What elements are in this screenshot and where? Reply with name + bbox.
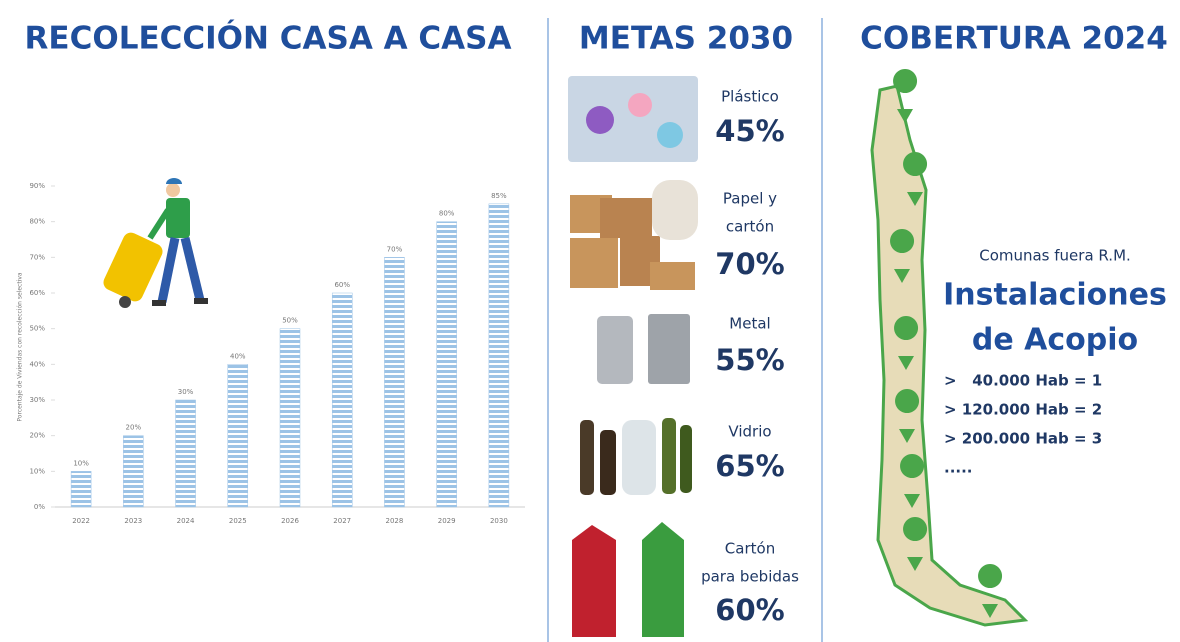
material-icons: [568, 76, 698, 637]
y-tick-label: 10%: [29, 467, 45, 475]
coverage-rule: > 40.000 Hab = 1: [944, 372, 1102, 390]
material-target: 70%: [715, 247, 784, 281]
y-tick-label: 30%: [29, 396, 45, 404]
coverage-rule: > 200.000 Hab = 3: [944, 430, 1102, 448]
map-heading: de Acopio: [972, 323, 1138, 358]
value-label: 60%: [334, 281, 350, 289]
bar: [71, 471, 91, 507]
y-tick-label: 0%: [34, 503, 45, 511]
y-tick-label: 20%: [29, 432, 45, 440]
map-subtitle: Comunas fuera R.M.: [979, 247, 1131, 265]
material-label: Papel y: [723, 190, 777, 208]
x-tick-label: 2023: [124, 517, 142, 525]
x-tick-label: 2027: [333, 517, 351, 525]
material-label: Vidrio: [728, 423, 771, 441]
value-label: 50%: [282, 317, 298, 325]
bar: [384, 257, 404, 507]
bar: [332, 293, 352, 507]
material-target: 55%: [715, 343, 784, 377]
material-label: para bebidas: [701, 568, 799, 586]
y-tick-label: 90%: [29, 182, 45, 190]
value-label: 70%: [387, 245, 403, 253]
map-heading: Instalaciones: [943, 278, 1167, 313]
y-tick-label: 80%: [29, 218, 45, 226]
bar: [489, 204, 509, 507]
value-label: 30%: [178, 388, 194, 396]
x-tick-label: 2029: [438, 517, 456, 525]
material-target: 60%: [715, 593, 784, 627]
x-tick-label: 2030: [490, 517, 508, 525]
bar: [176, 400, 196, 507]
bar: [123, 436, 143, 507]
value-label: 80%: [439, 210, 455, 218]
y-tick-label: 40%: [29, 360, 45, 368]
y-tick-label: 50%: [29, 325, 45, 333]
material-label: Plástico: [721, 88, 779, 106]
material-label: Cartón: [725, 540, 775, 558]
x-tick-label: 2025: [229, 517, 247, 525]
infographic: RECOLECCIÓN CASA A CASA METAS 2030 COBER…: [0, 0, 1180, 642]
worker-illustration: [101, 178, 208, 308]
section-title: RECOLECCIÓN CASA A CASA: [25, 20, 512, 57]
material-target: 45%: [715, 114, 784, 148]
bar: [280, 329, 300, 507]
coverage-rule: .....: [944, 459, 973, 477]
x-tick-label: 2022: [72, 517, 90, 525]
y-axis-label: Porcentaje de Viviendas con recolección …: [17, 272, 24, 422]
material-target: 65%: [715, 449, 784, 483]
bar: [437, 222, 457, 507]
y-tick-label: 70%: [29, 253, 45, 261]
section-title: COBERTURA 2024: [860, 21, 1168, 57]
material-label: Metal: [729, 315, 770, 333]
material-label: cartón: [726, 218, 774, 236]
y-tick-label: 60%: [29, 289, 45, 297]
section-title: METAS 2030: [579, 21, 793, 57]
x-tick-label: 2028: [386, 517, 404, 525]
x-tick-label: 2024: [177, 517, 195, 525]
value-label: 40%: [230, 352, 246, 360]
value-label: 10%: [73, 459, 89, 467]
x-tick-label: 2026: [281, 517, 299, 525]
bar: [228, 364, 248, 507]
value-label: 20%: [126, 424, 142, 432]
coverage-rule: > 120.000 Hab = 2: [944, 401, 1102, 419]
value-label: 85%: [491, 192, 507, 200]
